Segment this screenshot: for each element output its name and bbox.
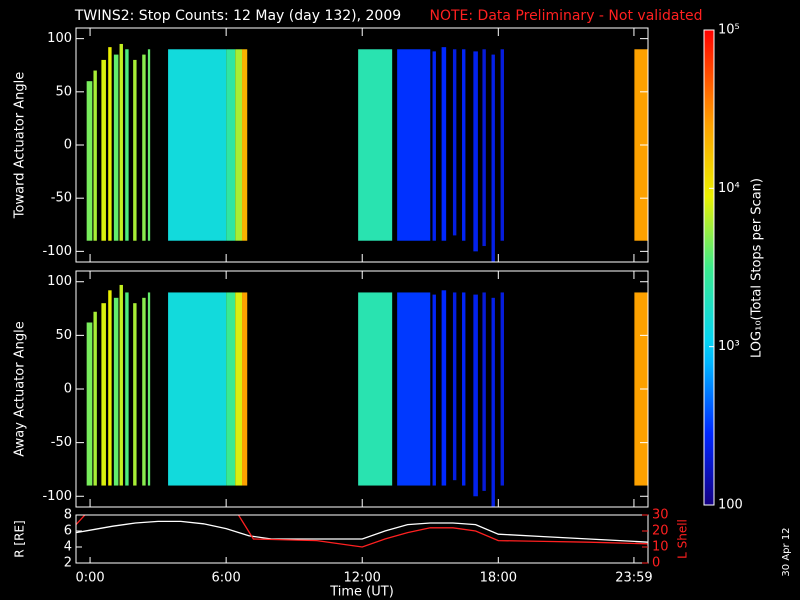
y-tick-label: -50: [51, 435, 72, 450]
y2-axis-label: L Shell: [676, 519, 690, 559]
heat-strip: [397, 292, 431, 486]
heat-strip: [500, 49, 504, 241]
heat-strip: [142, 54, 146, 241]
heat-strip: [86, 81, 93, 241]
heat-strip: [358, 292, 393, 486]
heat-strip: [473, 51, 478, 252]
plot-area: [76, 515, 648, 548]
date-stamp: 30 Apr 12: [781, 527, 792, 576]
heat-strip: [242, 49, 248, 241]
heat-strip: [358, 49, 393, 241]
data-line: [76, 515, 648, 548]
y-tick-label: -100: [42, 489, 72, 504]
heat-strip: [226, 292, 236, 486]
y-axis-label: Away Actuator Angle: [13, 321, 28, 456]
heat-strip: [93, 311, 97, 486]
colorbar-label: LOG₁₀(Total Stops per Scan): [750, 178, 765, 358]
heat-strip: [452, 292, 457, 481]
chart-title: TWINS2: Stop Counts: 12 May (day 132), 2…: [74, 8, 401, 24]
x-tick-label: 12:00: [343, 571, 380, 586]
heat-strip: [147, 49, 151, 241]
colorbar-tick-label: 10⁵: [718, 23, 740, 38]
colorbar-tick-label: 100: [718, 498, 743, 513]
colorbar-tick-label: 10⁴: [718, 181, 740, 196]
heat-strip: [432, 51, 436, 241]
heat-strip: [101, 59, 106, 241]
note: NOTE: Data Preliminary - Not validated: [429, 8, 702, 24]
x-tick-label: 23:59: [615, 571, 652, 586]
colorbar: [703, 29, 715, 506]
heat-strip: [226, 49, 236, 241]
y-tick-label: 100: [47, 31, 72, 46]
heat-strip: [473, 294, 478, 497]
data-line: [76, 520, 648, 543]
heat-strip: [397, 49, 431, 241]
y-tick-label: 100: [47, 274, 72, 289]
y-tick-label: 2: [64, 556, 72, 571]
y-tick-label: 0: [64, 138, 72, 153]
x-tick-label: 18:00: [480, 571, 517, 586]
heat-strip: [235, 292, 243, 486]
y2-tick-label: 30: [652, 508, 669, 523]
heat-strip: [119, 43, 123, 241]
heat-strip: [482, 292, 486, 491]
heat-strip: [108, 47, 112, 241]
y2-tick-label: 0: [652, 556, 660, 571]
heat-strip: [113, 297, 119, 486]
y2-tick-label: 10: [652, 540, 669, 555]
y-tick-label: 6: [64, 524, 72, 539]
y-tick-label: -50: [51, 191, 72, 206]
heat-strip: [452, 49, 457, 236]
heat-strip: [491, 297, 495, 507]
heat-strip: [93, 70, 97, 241]
heat-strip: [147, 292, 151, 486]
y-tick-label: 50: [55, 84, 72, 99]
y-tick-label: 0: [64, 382, 72, 397]
heat-strip: [482, 49, 486, 247]
heat-strip: [125, 292, 129, 486]
heat-strip: [462, 292, 466, 486]
y2-tick-label: 20: [652, 524, 669, 539]
y-axis-label: Toward Actuator Angle: [13, 72, 28, 219]
heat-strip: [242, 292, 248, 486]
heat-strip: [101, 303, 106, 486]
y-tick-label: 50: [55, 328, 72, 343]
heat-strip: [113, 54, 119, 241]
heat-strip: [168, 49, 227, 241]
heat-strip: [462, 49, 466, 241]
y-tick-label: -100: [42, 244, 72, 259]
heat-strip: [441, 290, 447, 486]
heat-strip: [491, 54, 495, 262]
x-tick-label: 6:00: [212, 571, 241, 586]
heat-strip: [125, 49, 129, 241]
y-tick-label: 8: [64, 508, 72, 523]
heat-strip: [168, 292, 227, 486]
y-axis-label: R [RE]: [13, 520, 27, 557]
heat-strip: [432, 294, 436, 486]
heat-strip: [500, 292, 504, 486]
x-tick-label: 0:00: [75, 571, 104, 586]
heat-strip: [133, 303, 137, 486]
y-tick-label: 4: [64, 540, 72, 555]
heat-strip: [108, 290, 112, 486]
heat-strip: [86, 322, 93, 486]
heat-strip: [119, 284, 123, 486]
heat-strip: [142, 297, 146, 486]
colorbar-tick-label: 10³: [718, 339, 740, 354]
heat-strip: [441, 47, 447, 241]
x-axis-label: Time (UT): [329, 585, 394, 600]
heat-strip: [235, 49, 243, 241]
heat-strip: [133, 59, 137, 241]
